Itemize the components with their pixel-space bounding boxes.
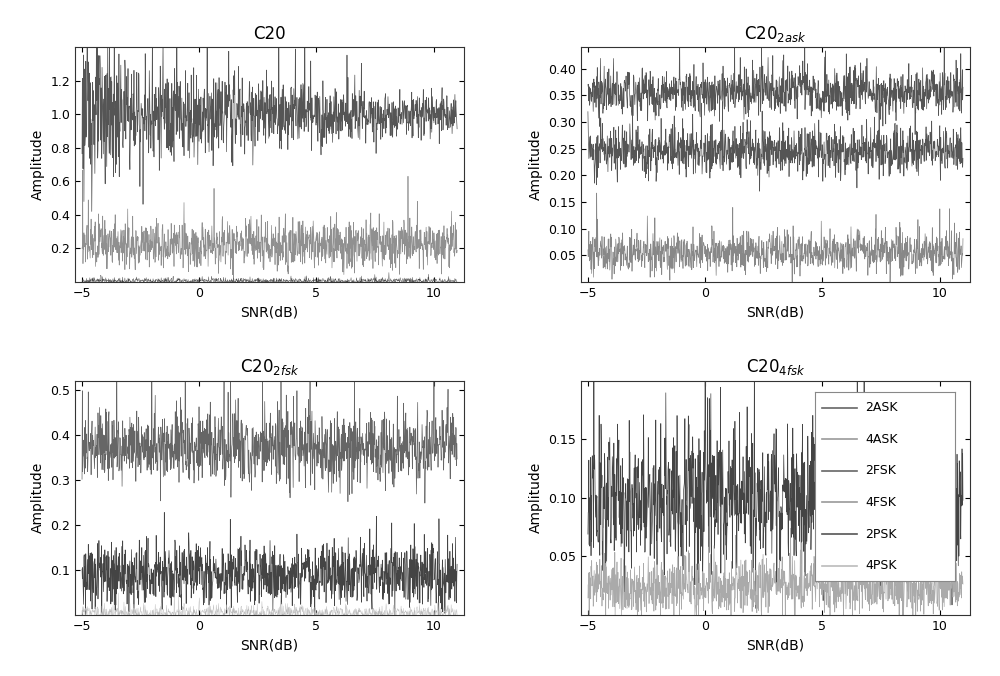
Text: 4FSK: 4FSK <box>865 496 896 509</box>
Title: $\mathregular{C20}_{2ask}$: $\mathregular{C20}_{2ask}$ <box>744 24 807 44</box>
Text: 4PSK: 4PSK <box>865 559 897 572</box>
Y-axis label: Amplitude: Amplitude <box>528 129 542 200</box>
Title: $\mathregular{C20}_{4fsk}$: $\mathregular{C20}_{4fsk}$ <box>746 357 805 377</box>
X-axis label: SNR(dB): SNR(dB) <box>241 639 299 652</box>
Y-axis label: Amplitude: Amplitude <box>31 129 45 200</box>
X-axis label: SNR(dB): SNR(dB) <box>746 306 804 319</box>
Title: C20: C20 <box>253 25 286 43</box>
Text: 4ASK: 4ASK <box>865 433 898 446</box>
Text: 2FSK: 2FSK <box>865 464 896 477</box>
Y-axis label: Amplitude: Amplitude <box>31 462 45 533</box>
Y-axis label: Amplitude: Amplitude <box>528 462 542 533</box>
X-axis label: SNR(dB): SNR(dB) <box>746 639 804 652</box>
Text: 2ASK: 2ASK <box>865 402 898 414</box>
Text: 2PSK: 2PSK <box>865 527 897 541</box>
Title: $\mathregular{C20}_{2fsk}$: $\mathregular{C20}_{2fsk}$ <box>240 357 299 377</box>
X-axis label: SNR(dB): SNR(dB) <box>241 306 299 319</box>
